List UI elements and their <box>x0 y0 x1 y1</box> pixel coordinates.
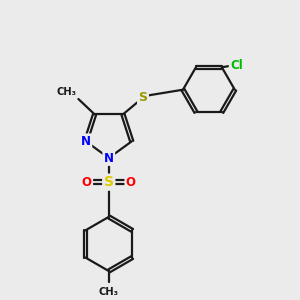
Text: S: S <box>104 175 114 189</box>
Text: CH₃: CH₃ <box>99 286 119 297</box>
Text: N: N <box>81 135 91 148</box>
Text: Cl: Cl <box>230 59 243 72</box>
Text: O: O <box>82 176 92 189</box>
Text: N: N <box>104 152 114 164</box>
Text: S: S <box>139 91 148 104</box>
Text: O: O <box>126 176 136 189</box>
Text: CH₃: CH₃ <box>56 87 76 97</box>
